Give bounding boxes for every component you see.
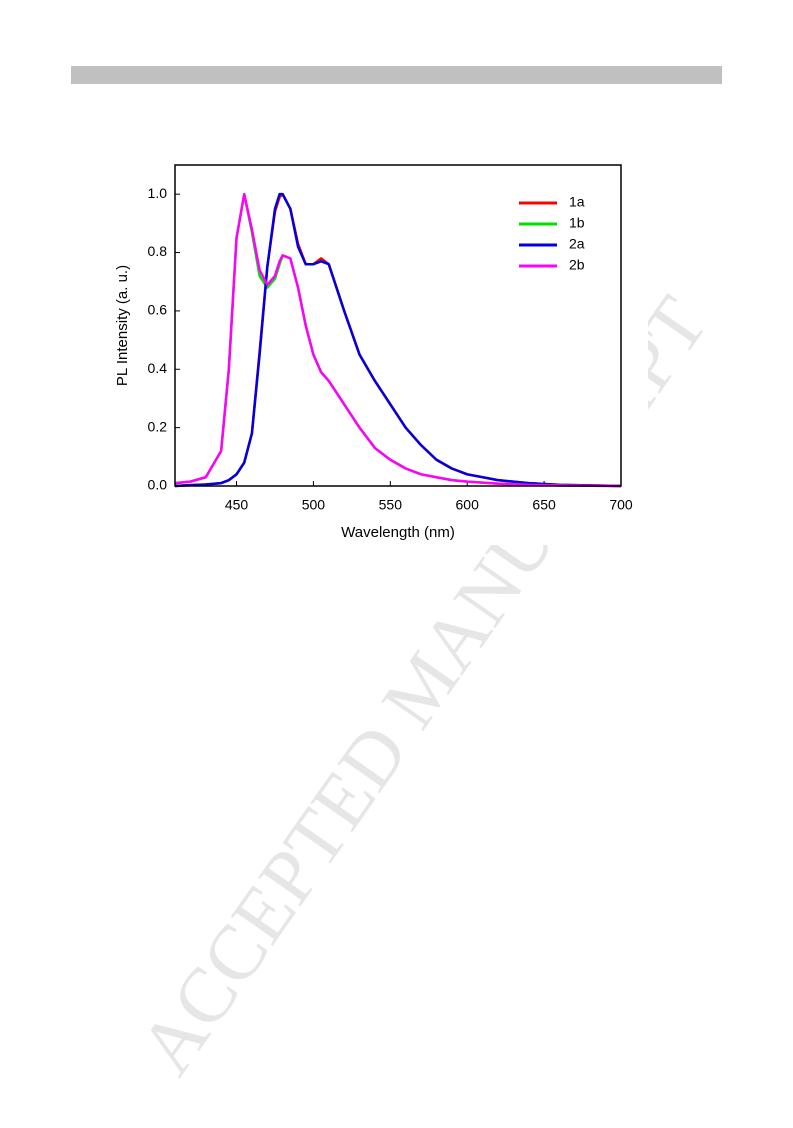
x-axis-label: Wavelength (nm): [341, 524, 455, 541]
y-tick-label: 0.2: [148, 418, 168, 434]
x-tick-label: 650: [532, 497, 556, 513]
x-tick-label: 600: [456, 497, 480, 513]
y-tick-label: 1.0: [148, 185, 168, 201]
y-tick-label: 0.6: [148, 302, 168, 318]
legend-label: 2b: [569, 257, 585, 273]
y-tick-label: 0.8: [148, 243, 168, 259]
legend-label: 1a: [569, 194, 585, 210]
y-tick-label: 0.0: [148, 477, 168, 493]
header-bar: [71, 66, 722, 84]
x-tick-label: 450: [225, 497, 249, 513]
legend-label: 1b: [569, 215, 585, 231]
series-line: [174, 192, 622, 488]
y-tick-label: 0.4: [148, 360, 168, 376]
figure-background: [108, 143, 648, 545]
x-tick-label: 500: [302, 497, 326, 513]
plot-frame: [174, 164, 622, 487]
legend-label: 2a: [569, 236, 585, 252]
series-line: [174, 192, 622, 488]
x-tick-label: 700: [609, 497, 633, 513]
y-axis-label: PL Intensity (a. u.): [114, 265, 131, 386]
x-tick-label: 550: [379, 497, 403, 513]
chart: 0.0 0.2 0.4 0.6 0.8 1.0 450 500 550 600 650 700 Wave…: [114, 164, 633, 541]
